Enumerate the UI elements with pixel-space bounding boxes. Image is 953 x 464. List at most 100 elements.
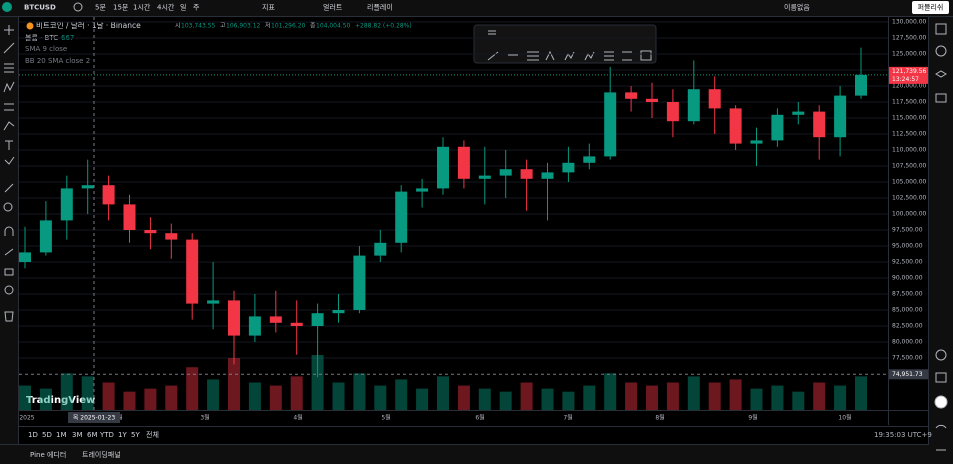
- y-tick-label: 105,000.00: [892, 179, 927, 186]
- right-sidebar: [929, 17, 953, 464]
- coin-icon: [26, 22, 34, 30]
- y-tick-label: 85,000.00: [892, 307, 923, 314]
- left-tools: [3, 25, 15, 322]
- candle-body: [708, 89, 721, 109]
- candle-body: [290, 322, 303, 326]
- candle-body: [228, 300, 240, 336]
- ohlc-value: 104,004.50: [316, 23, 351, 30]
- y-tick-label: 82,500.00: [892, 323, 923, 330]
- candle-body: [102, 185, 115, 205]
- ohlc-label: 고: [220, 23, 226, 30]
- replay-button[interactable]: 리플레이: [367, 3, 393, 12]
- y-tick-label: 92,500.00: [892, 259, 923, 266]
- candle-body: [729, 108, 742, 144]
- drawing-tools: [487, 30, 652, 61]
- candle-body: [834, 95, 847, 138]
- volume-bar: [144, 388, 157, 410]
- candle-body: [81, 185, 94, 189]
- candle-body: [562, 162, 575, 173]
- ohlc-label: 시: [175, 23, 181, 30]
- candle-body: [60, 188, 73, 221]
- y-tick-label: 117,500.00: [892, 99, 927, 106]
- y-tick-label: 112,500.00: [892, 131, 927, 138]
- volume-bar: [39, 388, 52, 410]
- interval-button[interactable]: 1시간: [133, 3, 151, 12]
- candle-body: [478, 175, 491, 179]
- indicator-legend: SMA 9 close: [25, 45, 67, 53]
- interval-button[interactable]: 주: [193, 4, 200, 12]
- candle-body: [457, 146, 470, 179]
- interval-button[interactable]: 5분: [95, 4, 106, 12]
- candle-body: [541, 172, 554, 179]
- candle-body: [687, 89, 700, 122]
- volume-bar: [708, 382, 721, 410]
- candle-body: [248, 316, 261, 336]
- ohlc-label: 저: [265, 22, 271, 30]
- layout-name[interactable]: 이름없음: [784, 3, 810, 12]
- range-button[interactable]: 1D: [28, 431, 38, 439]
- x-tick-label: 2025: [19, 415, 34, 422]
- left-toolbar: [0, 17, 18, 444]
- volume-bar: [646, 385, 658, 410]
- volume-bar: [81, 376, 94, 410]
- candle-body: [583, 156, 596, 163]
- volume-bar: [834, 385, 847, 410]
- footer-tab[interactable]: 트레이딩패널: [82, 450, 121, 459]
- range-button[interactable]: 전체: [146, 430, 159, 439]
- candle-body: [374, 242, 387, 256]
- range-button[interactable]: 1M: [56, 431, 67, 439]
- y-tick-label: 120,000.00: [892, 83, 927, 90]
- y-tick-label: 97,500.00: [892, 227, 923, 234]
- volume-bar: [207, 379, 220, 410]
- add-symbol[interactable]: [73, 2, 83, 12]
- range-button[interactable]: YTD: [99, 431, 114, 439]
- y-tick-label: 77,500.00: [892, 355, 923, 362]
- range-button[interactable]: 5Y: [131, 431, 140, 439]
- candle-body: [750, 140, 763, 144]
- volume-bar: [457, 385, 470, 410]
- publish-button[interactable]: [912, 1, 949, 14]
- volume-bar: [60, 373, 73, 410]
- volume-bar: [269, 385, 282, 410]
- x-tick-label: 9월: [748, 414, 757, 422]
- range-button[interactable]: 3M: [72, 431, 83, 439]
- y-tick-label: 107,500.00: [892, 163, 927, 170]
- candle-body: [520, 169, 533, 179]
- volume-bar: [165, 385, 178, 410]
- last-price-box: [889, 66, 928, 84]
- volume-bar: [687, 376, 700, 410]
- volume-bar: [416, 388, 429, 410]
- volume-bar: [750, 388, 763, 410]
- volume-bar: [604, 373, 617, 410]
- watermark: TradingView: [26, 395, 95, 406]
- publish-label[interactable]: 퍼블리쉬: [918, 3, 944, 12]
- volume-bar: [102, 382, 115, 410]
- candle-body: [353, 255, 366, 310]
- candle-body: [165, 233, 178, 240]
- range-button[interactable]: 1Y: [118, 431, 127, 439]
- ohlc-value: 106,903.12: [226, 23, 261, 30]
- interval-button[interactable]: 15분: [113, 4, 129, 12]
- candle-body: [332, 310, 345, 314]
- indicator-legend: BB 20 SMA close 2: [25, 57, 90, 65]
- volume-bar: [290, 376, 303, 410]
- symbol[interactable]: BTCUSD: [24, 4, 56, 12]
- volume-bar: [478, 388, 491, 410]
- range-button[interactable]: 6M: [87, 431, 98, 439]
- volume-bar: [792, 391, 805, 410]
- x-tick-label: 3월: [200, 414, 209, 422]
- volume-bar: [186, 367, 199, 410]
- alert-button[interactable]: 얼러트: [323, 3, 343, 12]
- last-price-label: 121,739.56: [892, 68, 927, 75]
- interval-button[interactable]: 일: [180, 3, 186, 12]
- volume-bar: [583, 385, 596, 410]
- footer-tab[interactable]: Pine 에디터: [30, 450, 66, 459]
- interval-button[interactable]: 4시간: [157, 3, 175, 12]
- range-button[interactable]: 5D: [42, 431, 52, 439]
- indicators-button[interactable]: 지표: [262, 3, 275, 12]
- avatar[interactable]: [2, 2, 12, 12]
- volume-bar: [437, 376, 449, 410]
- y-tick-label: 90,000.00: [892, 275, 923, 282]
- volume-bar: [729, 379, 742, 410]
